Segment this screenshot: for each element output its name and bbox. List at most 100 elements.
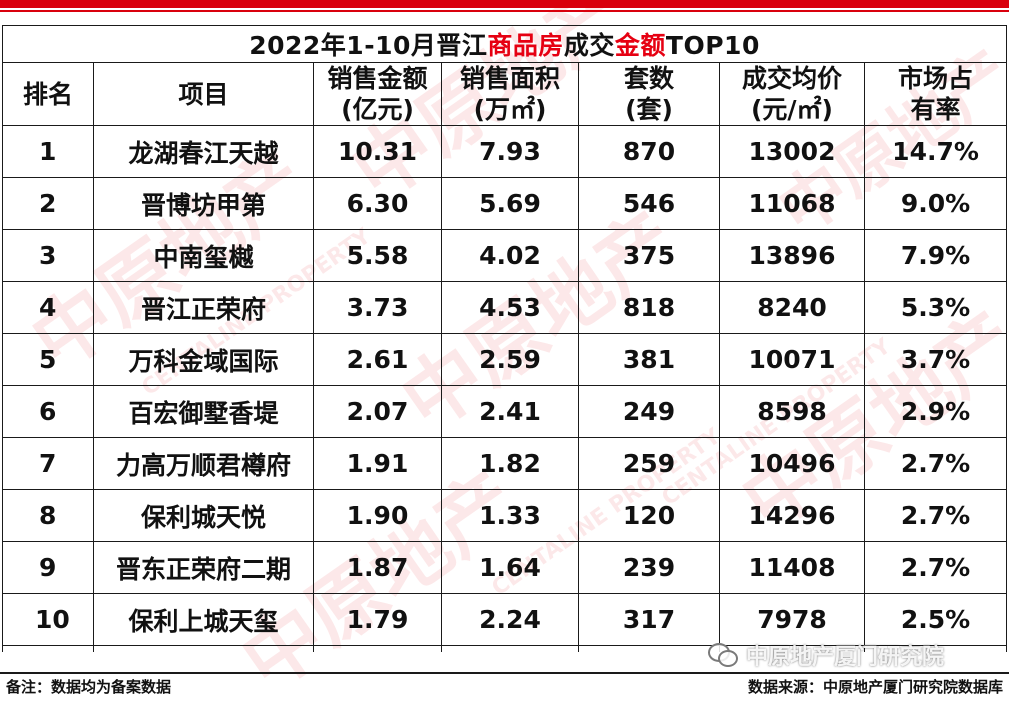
header-price: 成交均价 (元/㎡) bbox=[719, 62, 865, 126]
price-cell: 11408 bbox=[719, 541, 865, 594]
area-cell: 1.82 bbox=[441, 437, 579, 490]
price-cell: 11068 bbox=[719, 177, 865, 230]
footer-note: 备注：数据均为备案数据 bbox=[6, 678, 172, 696]
rank-cell: 9 bbox=[2, 541, 94, 594]
project-cell: 龙湖春江天越 bbox=[93, 125, 314, 178]
table-row: 6 百宏御墅香堤 2.07 2.41 249 8598 2.9% bbox=[2, 385, 1008, 438]
price-cell: 13002 bbox=[719, 125, 865, 178]
amount-cell: 10.31 bbox=[313, 125, 442, 178]
tail-cell bbox=[578, 645, 720, 652]
project-cell: 百宏御墅香堤 bbox=[93, 385, 314, 438]
project-cell: 保利城天悦 bbox=[93, 489, 314, 542]
header-share: 市场占 有率 bbox=[863, 62, 1008, 126]
tail-cell bbox=[2, 645, 94, 652]
footer-source: 数据来源：中原地产厦门研究院数据库 bbox=[747, 678, 1003, 696]
table-row: 5 万科金域国际 2.61 2.59 381 10071 3.7% bbox=[2, 333, 1008, 386]
tail-cell bbox=[313, 645, 442, 652]
rank-cell: 4 bbox=[2, 281, 94, 334]
amount-cell: 1.90 bbox=[313, 489, 442, 542]
rank-cell: 7 bbox=[2, 437, 94, 490]
table-row: 10 保利上城天玺 1.79 2.24 317 7978 2.5% bbox=[2, 593, 1008, 646]
header-amount: 销售金额 (亿元) bbox=[313, 62, 442, 126]
top-red-rule bbox=[0, 10, 1009, 12]
table-row: 7 力高万顺君樽府 1.91 1.82 259 10496 2.7% bbox=[2, 437, 1008, 490]
amount-cell: 2.07 bbox=[313, 385, 442, 438]
units-cell: 546 bbox=[578, 177, 720, 230]
share-cell: 2.9% bbox=[863, 385, 1008, 438]
rank-cell: 5 bbox=[2, 333, 94, 386]
wechat-account-label: 中原地产厦门研究院 bbox=[746, 645, 945, 670]
units-cell: 249 bbox=[578, 385, 720, 438]
share-cell: 2.7% bbox=[863, 489, 1008, 542]
tail-cell bbox=[441, 645, 579, 652]
header-project: 项目 bbox=[93, 62, 314, 126]
table-row: 4 晋江正荣府 3.73 4.53 818 8240 5.3% bbox=[2, 281, 1008, 334]
units-cell: 375 bbox=[578, 229, 720, 282]
table-tail-row bbox=[2, 645, 1008, 652]
header-area: 销售面积 (万㎡) bbox=[441, 62, 579, 126]
header-row: 排名 项目 销售金额 (亿元) 销售面积 (万㎡) 套数 (套) 成交均价 (元/㎡) … bbox=[2, 62, 1008, 126]
rank-cell: 8 bbox=[2, 489, 94, 542]
rank-cell: 10 bbox=[2, 593, 94, 646]
project-cell: 晋江正荣府 bbox=[93, 281, 314, 334]
area-cell: 7.93 bbox=[441, 125, 579, 178]
title-row: 2022年1-10月晋江商品房成交金额TOP10 bbox=[1, 25, 1008, 63]
project-cell: 晋博坊甲第 bbox=[93, 177, 314, 230]
price-cell: 10071 bbox=[719, 333, 865, 386]
share-cell: 2.5% bbox=[863, 593, 1008, 646]
area-cell: 2.24 bbox=[441, 593, 579, 646]
units-cell: 120 bbox=[578, 489, 720, 542]
area-cell: 2.59 bbox=[441, 333, 579, 386]
amount-cell: 2.61 bbox=[313, 333, 442, 386]
share-cell: 2.7% bbox=[863, 541, 1008, 594]
table-row: 3 中南玺樾 5.58 4.02 375 13896 7.9% bbox=[2, 229, 1008, 282]
project-cell: 保利上城天玺 bbox=[93, 593, 314, 646]
header-rank: 排名 bbox=[2, 62, 94, 126]
amount-cell: 5.58 bbox=[313, 229, 442, 282]
wechat-icon bbox=[708, 643, 738, 667]
top-red-bar bbox=[0, 0, 1009, 8]
area-cell: 5.69 bbox=[441, 177, 579, 230]
price-cell: 10496 bbox=[719, 437, 865, 490]
area-cell: 4.53 bbox=[441, 281, 579, 334]
amount-cell: 1.91 bbox=[313, 437, 442, 490]
price-cell: 14296 bbox=[719, 489, 865, 542]
area-cell: 1.33 bbox=[441, 489, 579, 542]
units-cell: 239 bbox=[578, 541, 720, 594]
share-cell: 5.3% bbox=[863, 281, 1008, 334]
area-cell: 4.02 bbox=[441, 229, 579, 282]
price-cell: 13896 bbox=[719, 229, 865, 282]
table-title: 2022年1-10月晋江商品房成交金额TOP10 bbox=[1, 25, 1008, 63]
units-cell: 870 bbox=[578, 125, 720, 178]
rank-cell: 1 bbox=[2, 125, 94, 178]
header-units: 套数 (套) bbox=[578, 62, 720, 126]
project-cell: 中南玺樾 bbox=[93, 229, 314, 282]
project-cell: 力高万顺君樽府 bbox=[93, 437, 314, 490]
rank-cell: 2 bbox=[2, 177, 94, 230]
sales-table: 2022年1-10月晋江商品房成交金额TOP10 排名 项目 销售金额 (亿元) … bbox=[1, 25, 1008, 652]
amount-cell: 6.30 bbox=[313, 177, 442, 230]
share-cell: 7.9% bbox=[863, 229, 1008, 282]
rank-cell: 6 bbox=[2, 385, 94, 438]
price-cell: 8598 bbox=[719, 385, 865, 438]
footer-divider bbox=[0, 672, 1009, 674]
amount-cell: 1.87 bbox=[313, 541, 442, 594]
area-cell: 1.64 bbox=[441, 541, 579, 594]
units-cell: 259 bbox=[578, 437, 720, 490]
wechat-account-badge: 中原地产厦门研究院 bbox=[708, 640, 944, 670]
table-row: 2 晋博坊甲第 6.30 5.69 546 11068 9.0% bbox=[2, 177, 1008, 230]
units-cell: 381 bbox=[578, 333, 720, 386]
share-cell: 9.0% bbox=[863, 177, 1008, 230]
tail-cell bbox=[863, 645, 1008, 652]
tail-cell bbox=[93, 645, 314, 652]
share-cell: 2.7% bbox=[863, 437, 1008, 490]
share-cell: 3.7% bbox=[863, 333, 1008, 386]
project-cell: 万科金域国际 bbox=[93, 333, 314, 386]
rank-cell: 3 bbox=[2, 229, 94, 282]
units-cell: 818 bbox=[578, 281, 720, 334]
price-cell: 7978 bbox=[719, 593, 865, 646]
table-row: 9 晋东正荣府二期 1.87 1.64 239 11408 2.7% bbox=[2, 541, 1008, 594]
area-cell: 2.41 bbox=[441, 385, 579, 438]
units-cell: 317 bbox=[578, 593, 720, 646]
amount-cell: 1.79 bbox=[313, 593, 442, 646]
